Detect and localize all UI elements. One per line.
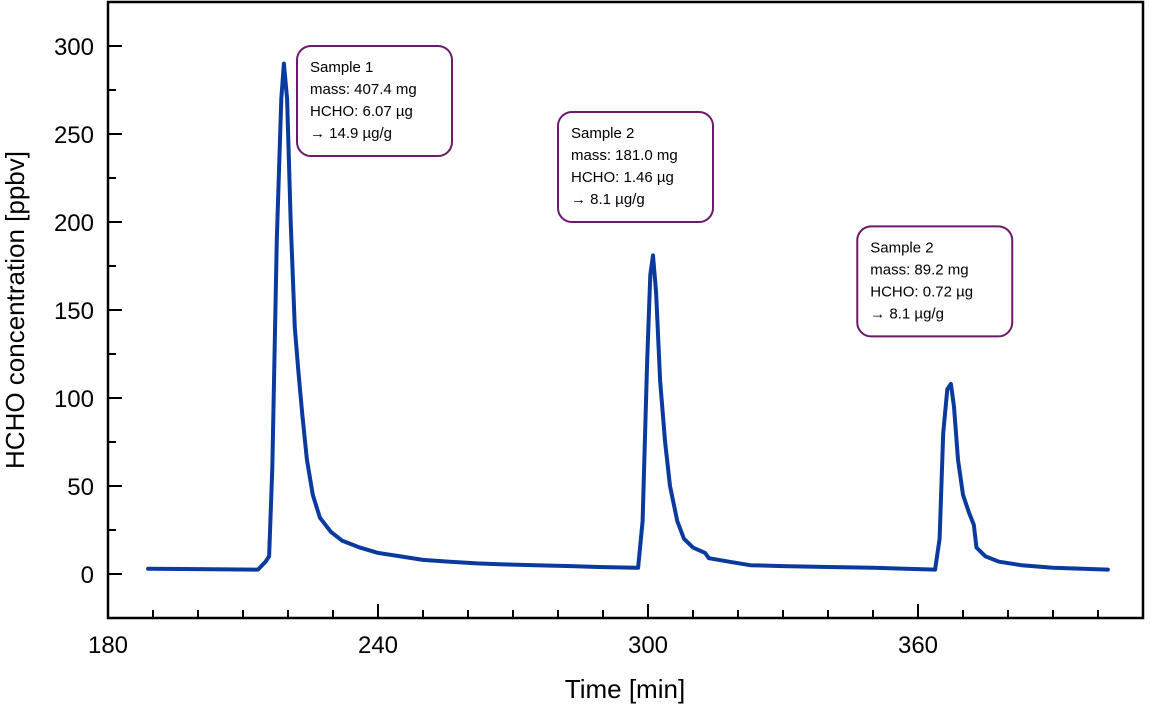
annotation-line: Sample 1 bbox=[310, 59, 373, 76]
annotation-box: Sample 2 mass: 181.0 mg HCHO: 1.46 µg → 8.1… bbox=[557, 111, 714, 223]
annotation-line: mass: 181.0 mg bbox=[571, 147, 678, 164]
annotation-line: Sample 2 bbox=[571, 125, 634, 142]
annotation-line: → 8.1 µg/g bbox=[870, 305, 944, 322]
annotation-frame bbox=[296, 45, 453, 157]
annotation-box: Sample 2 mass: 89.2 mg HCHO: 0.72 µg → 8.1 … bbox=[856, 225, 1014, 338]
y-tick-label: 50 bbox=[67, 474, 94, 501]
annotation-line: → 14.9 µg/g bbox=[310, 125, 392, 142]
annotation-line: HCHO: 0.72 µg bbox=[870, 283, 973, 300]
annotation-line: → 8.1 µg/g bbox=[571, 191, 645, 208]
y-tick-label: 150 bbox=[54, 298, 94, 325]
x-tick-label: 240 bbox=[358, 632, 398, 659]
annotation-line: HCHO: 1.46 µg bbox=[571, 169, 674, 186]
series-line-hcho bbox=[146, 61, 1110, 572]
annotation-frame bbox=[557, 111, 714, 223]
annotation-frame bbox=[856, 225, 1014, 338]
y-tick-label: 0 bbox=[81, 562, 94, 589]
x-tick-label: 360 bbox=[898, 632, 938, 659]
y-axis-title: HCHO concentration [ppbv] bbox=[0, 151, 30, 469]
annotation-line: Sample 2 bbox=[870, 239, 933, 256]
x-tick-label: 180 bbox=[88, 632, 128, 659]
annotation-box: Sample 1 mass: 407.4 mg HCHO: 6.07 µg → 14.… bbox=[296, 45, 453, 157]
x-tick-label: 300 bbox=[628, 632, 668, 659]
y-tick-label: 200 bbox=[54, 210, 94, 237]
annotation-line: HCHO: 6.07 µg bbox=[310, 103, 413, 120]
y-tick-label: 300 bbox=[54, 34, 94, 61]
x-axis-title: Time [min] bbox=[565, 674, 685, 704]
y-tick-label: 100 bbox=[54, 386, 94, 413]
annotation-line: mass: 89.2 mg bbox=[870, 261, 968, 278]
y-tick-label: 250 bbox=[54, 122, 94, 149]
annotation-line: mass: 407.4 mg bbox=[310, 81, 417, 98]
